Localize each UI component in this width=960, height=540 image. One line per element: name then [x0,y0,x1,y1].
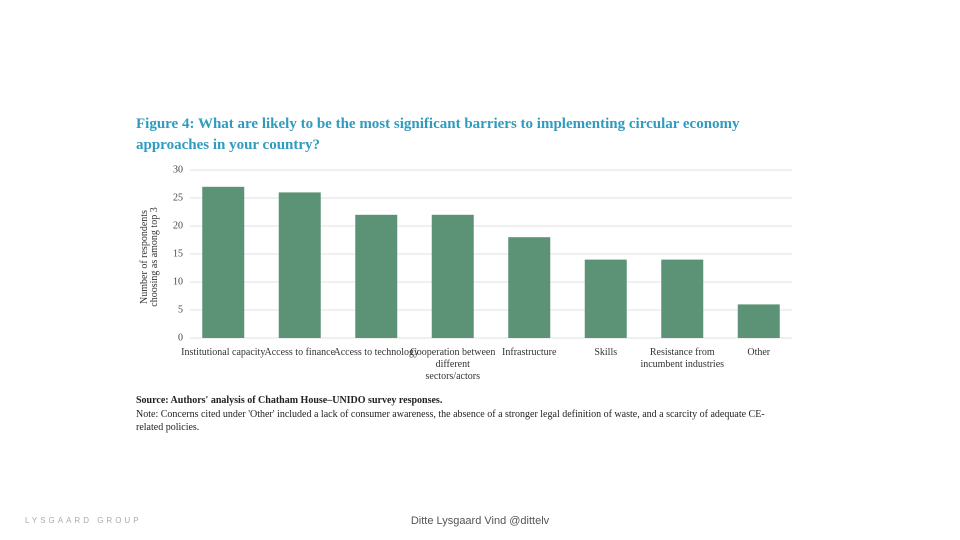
x-tick-label: Resistance from incumbent industries [640,347,725,370]
bar [661,259,704,338]
x-tick-label: Cooperation between different sectors/ac… [410,347,496,382]
bar [355,214,398,338]
footer: Ditte Lysgaard Vind @dittelv [410,515,550,527]
y-tick-label: 25 [173,192,183,203]
y-tick-label: 15 [173,248,183,259]
chart-title: Figure 4: What are likely to be the most… [136,116,740,153]
bar [278,192,321,338]
y-tick-label: 20 [173,220,183,231]
bar [737,304,780,338]
x-tick-label: Other [747,347,771,358]
bar [584,259,627,338]
logo: LYSGAARD GROUP [25,516,142,525]
x-tick-label: Access to finance [264,347,336,358]
bar [202,186,245,338]
note: Note: Concerns cited under 'Other' inclu… [136,409,765,433]
bar [508,237,551,338]
x-tick-label: Skills [594,347,618,358]
y-tick-label: 0 [178,332,183,343]
y-tick-label: 10 [173,276,183,287]
source: Source: Authors' analysis of Chatham Hou… [136,395,443,406]
bar [431,214,474,338]
y-axis-label: Number of respondents choosing as among … [139,207,160,307]
y-tick-label: 30 [173,164,183,175]
x-tick-label: Access to technology [333,347,420,358]
y-tick-label: 5 [178,304,183,315]
x-tick-label: Infrastructure [502,347,557,358]
x-tick-label: Institutional capacity [181,347,266,358]
